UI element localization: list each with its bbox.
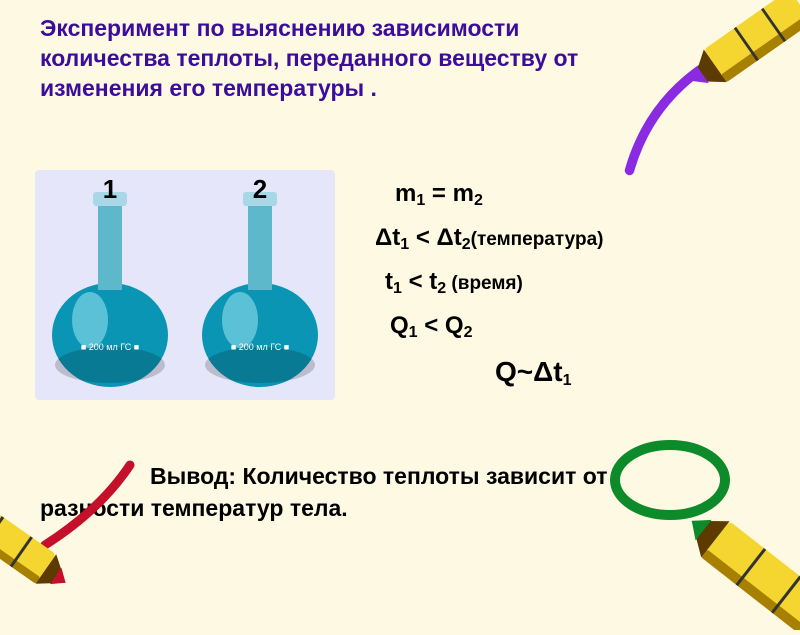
crayon-icon [620, 0, 800, 180]
crayon-icon [0, 450, 150, 610]
conclusion-body-1: Количество теплоты зависит от [242, 463, 607, 489]
flask-number-labels: 1 2 [35, 170, 335, 205]
crayon-icon [600, 430, 800, 630]
equation-time: t1 < t2 (время) [385, 268, 785, 298]
equation-proportional: Q~Δt1 [495, 356, 785, 390]
equations-block: m1 = m2 Δt1 < Δt2(температура) t1 < t2 (… [375, 180, 785, 404]
flask-label-1: 1 [35, 170, 185, 205]
slide-title: Эксперимент по выяснению зависимости кол… [40, 14, 600, 104]
svg-text:■ 200 мл ГС ■: ■ 200 мл ГС ■ [231, 342, 289, 352]
equation-delta-t: Δt1 < Δt2(температура) [375, 224, 785, 254]
svg-text:■ 200 мл ГС ■: ■ 200 мл ГС ■ [81, 342, 139, 352]
equation-heat: Q1 < Q2 [390, 312, 785, 342]
flask-label-2: 2 [185, 170, 335, 205]
conclusion-lead: Вывод: [150, 463, 242, 489]
equation-mass: m1 = m2 [395, 180, 785, 210]
